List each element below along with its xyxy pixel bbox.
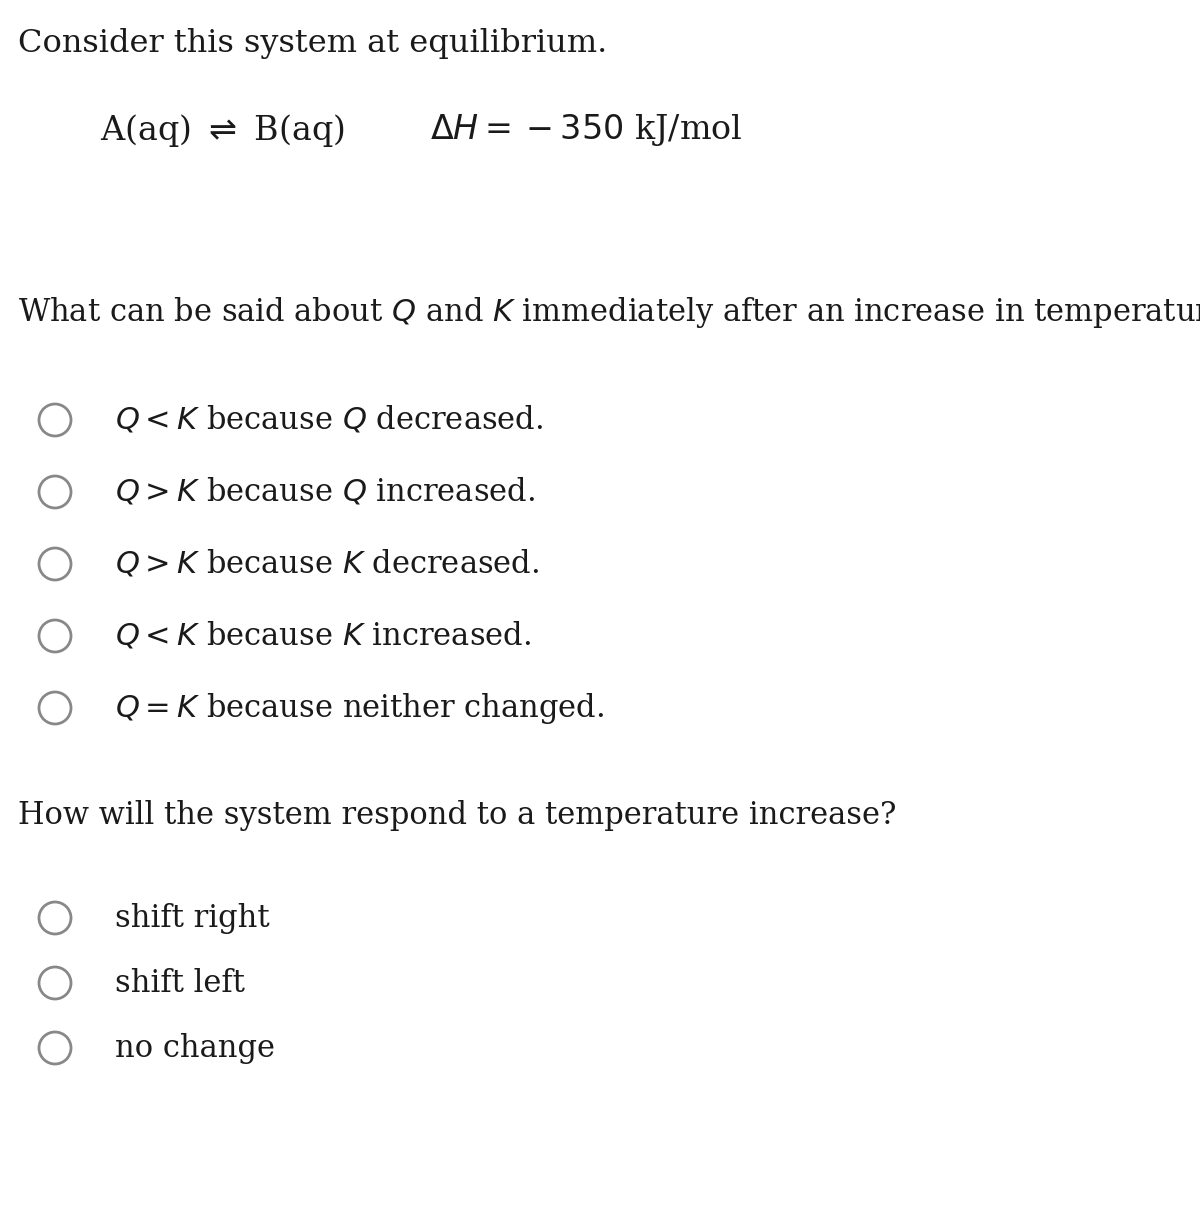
Text: Consider this system at equilibrium.: Consider this system at equilibrium.: [18, 28, 607, 59]
Text: $Q < K$ because $K$ increased.: $Q < K$ because $K$ increased.: [115, 620, 532, 652]
Text: How will the system respond to a temperature increase?: How will the system respond to a tempera…: [18, 800, 896, 832]
Text: shift left: shift left: [115, 967, 245, 999]
Text: shift right: shift right: [115, 902, 270, 934]
Text: $Q < K$ because $Q$ decreased.: $Q < K$ because $Q$ decreased.: [115, 404, 544, 436]
Text: $Q > K$ because $K$ decreased.: $Q > K$ because $K$ decreased.: [115, 548, 539, 580]
Text: What can be said about $Q$ and $K$ immediately after an increase in temperature?: What can be said about $Q$ and $K$ immed…: [18, 295, 1200, 330]
Text: $Q = K$ because neither changed.: $Q = K$ because neither changed.: [115, 691, 605, 725]
Text: no change: no change: [115, 1033, 275, 1063]
Text: $Q > K$ because $Q$ increased.: $Q > K$ because $Q$ increased.: [115, 476, 535, 508]
Text: A(aq) $\rightleftharpoons$ B(aq): A(aq) $\rightleftharpoons$ B(aq): [100, 112, 344, 149]
Text: $\Delta H = -350$ kJ/mol: $\Delta H = -350$ kJ/mol: [430, 112, 743, 148]
